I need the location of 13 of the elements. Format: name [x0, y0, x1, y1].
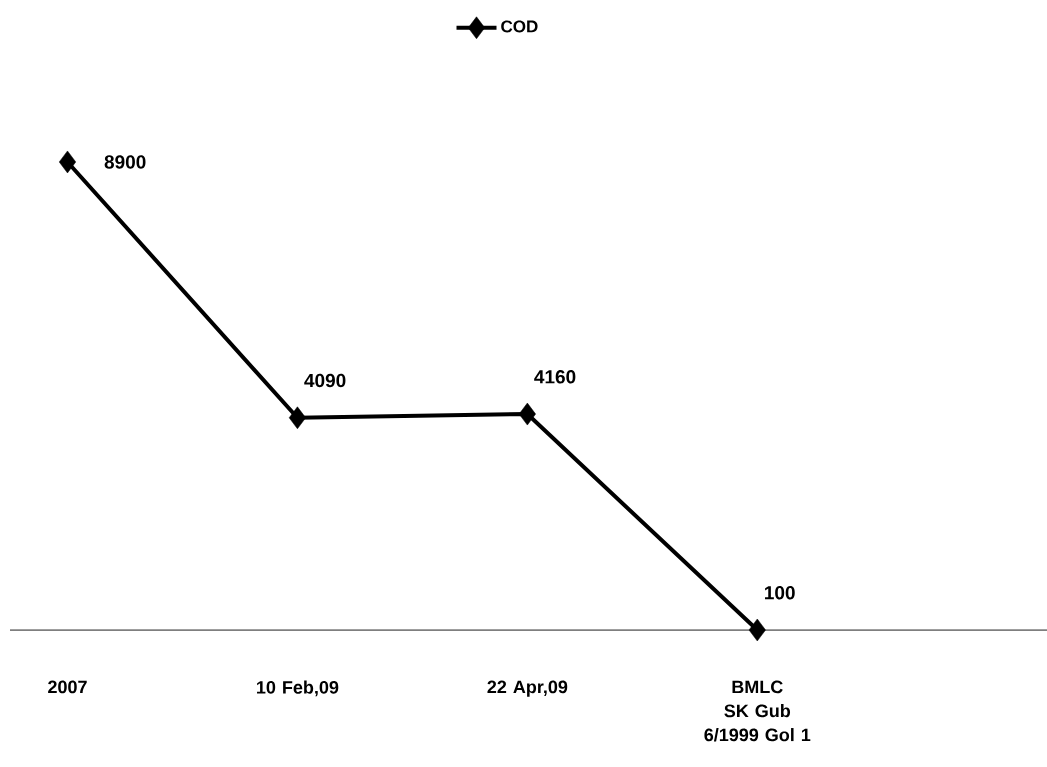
- data-label: 100: [765, 586, 795, 600]
- point: [518, 402, 536, 426]
- data-label: 8900: [104, 155, 146, 169]
- x-tick-label: 22 Apr,09: [487, 680, 568, 697]
- x-tick-label: BMLC SK Gub 6/1999 Gol 1: [704, 680, 811, 742]
- data-label: 4160: [534, 370, 576, 384]
- data-label: 4090: [304, 373, 346, 388]
- x-tick-label: 2007: [48, 680, 87, 694]
- point: [288, 406, 306, 430]
- point: [58, 150, 76, 174]
- point: [748, 618, 766, 642]
- legend-label: COD: [501, 20, 538, 33]
- x-tick-label: 10 Feb,09: [257, 680, 339, 697]
